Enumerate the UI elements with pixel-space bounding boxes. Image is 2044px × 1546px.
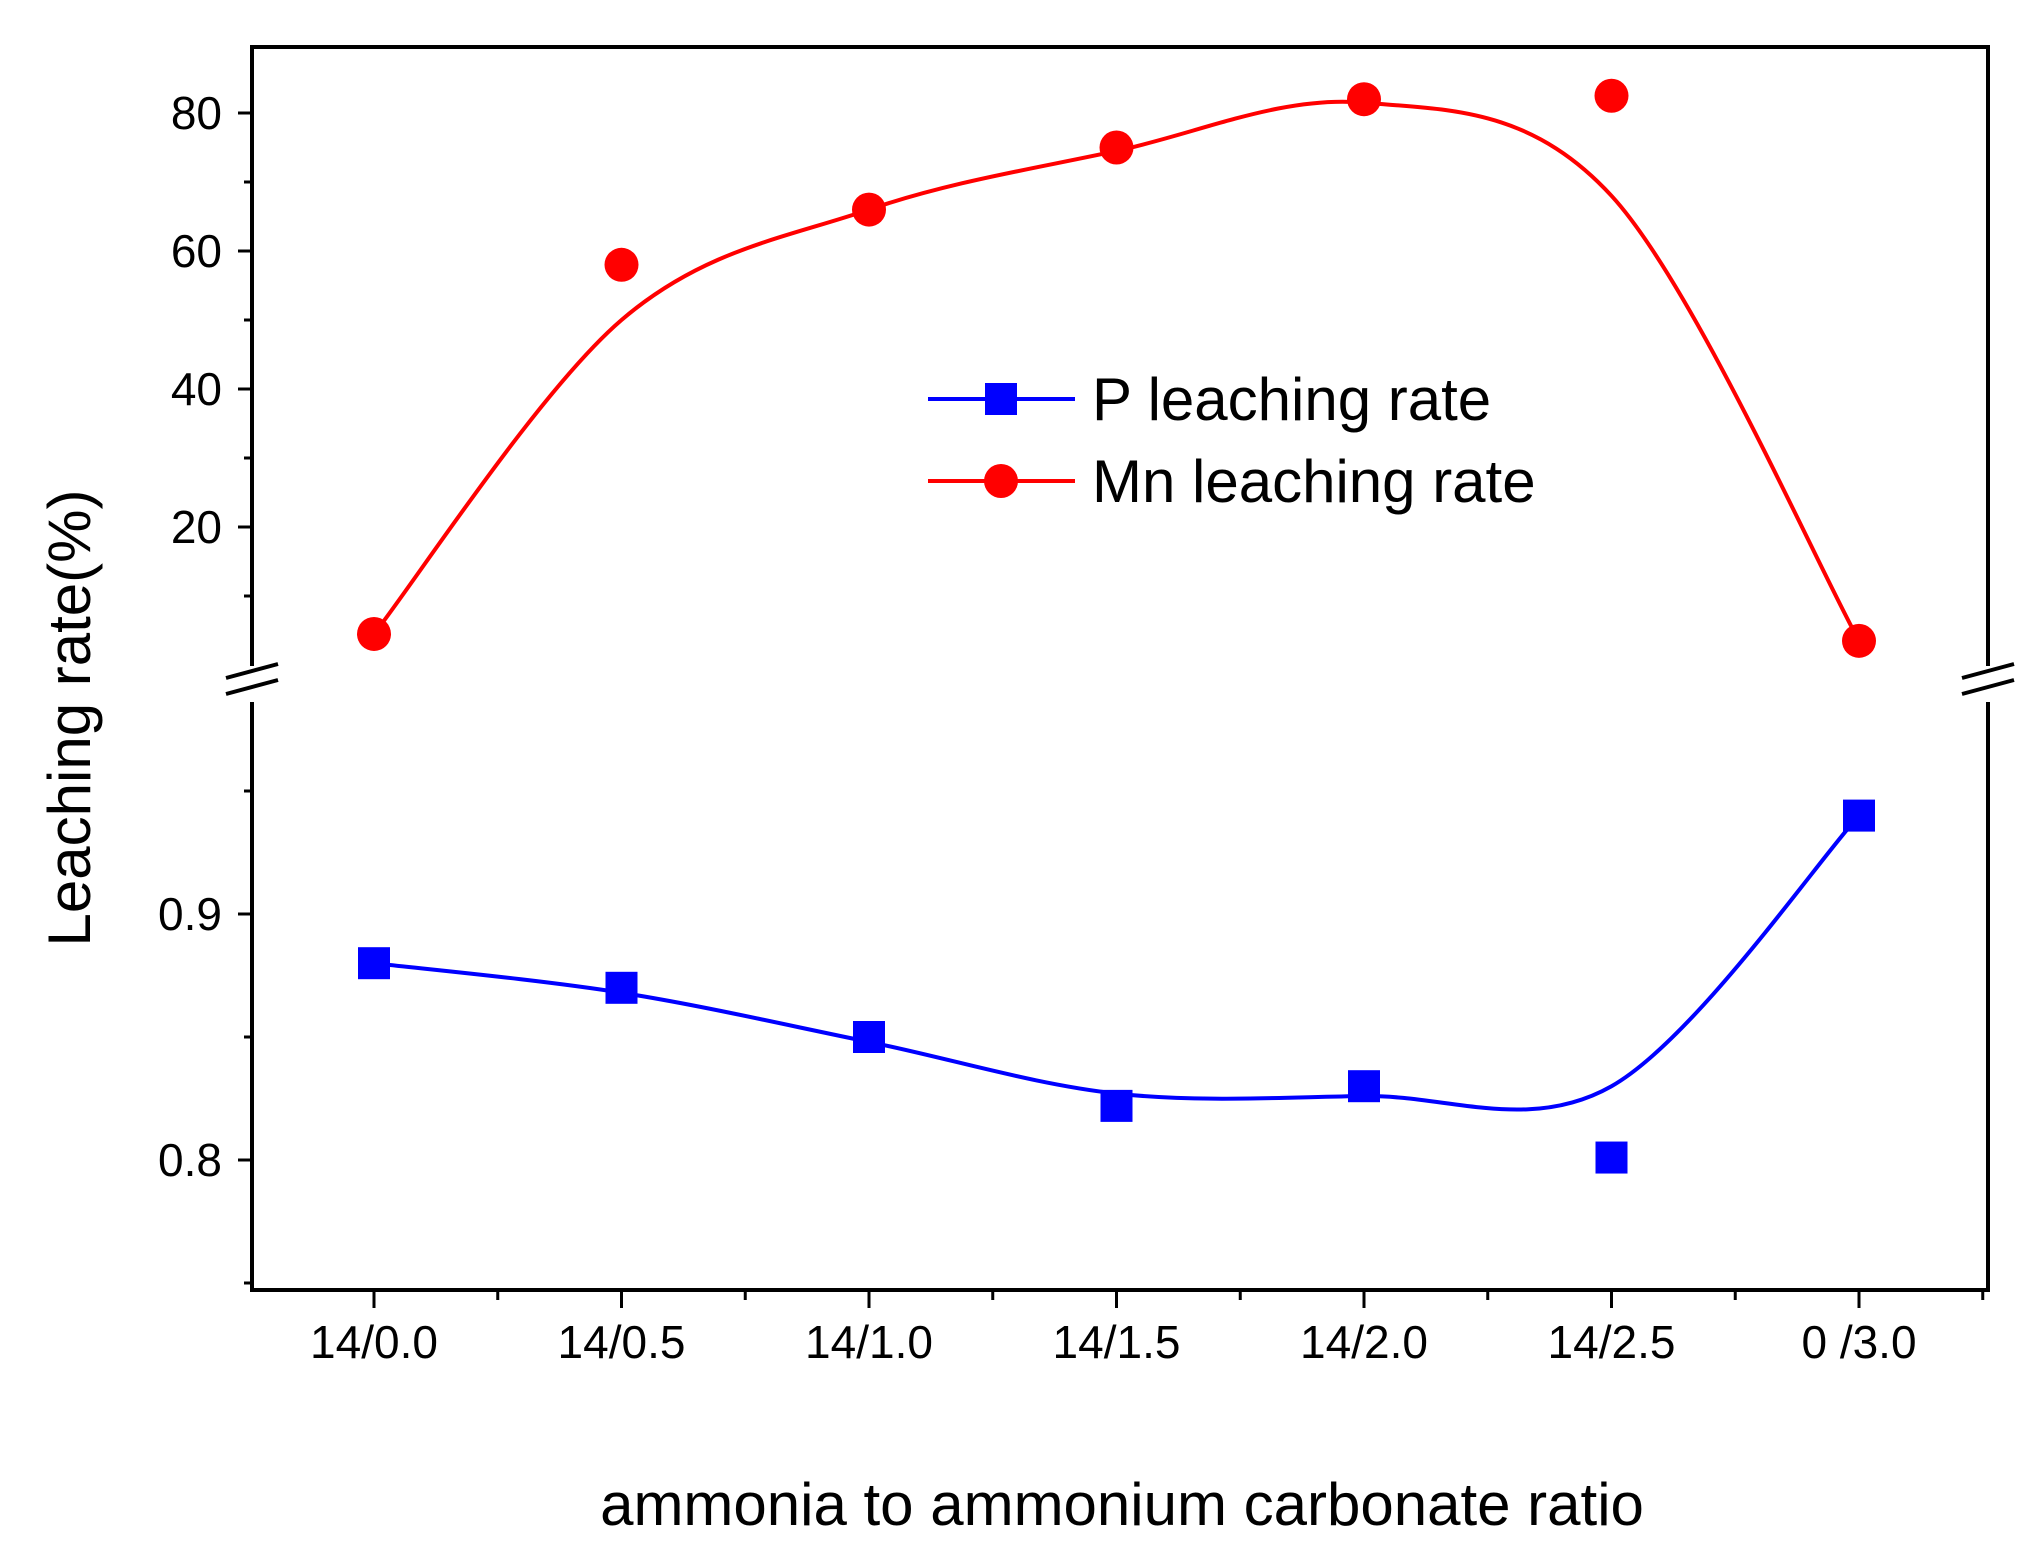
data-point-p xyxy=(1595,1141,1628,1174)
plot-frame xyxy=(250,45,1990,1292)
y-tick-label: 20 xyxy=(171,501,222,553)
y-tick-label: 40 xyxy=(171,363,222,415)
y-tick-label: 0.9 xyxy=(158,888,222,940)
legend-marker-mn xyxy=(984,464,1018,498)
y-tick-label: 60 xyxy=(171,225,222,277)
legend-label-p: P leaching rate xyxy=(1092,366,1491,433)
x-tick-label: 14/1.5 xyxy=(1053,1316,1181,1368)
y-tick-label: 0.8 xyxy=(158,1134,222,1186)
data-point-mn xyxy=(357,616,391,651)
data-point-mn xyxy=(1099,130,1134,165)
y-tick-label: 80 xyxy=(171,87,222,139)
x-tick-label: 0 /3.0 xyxy=(1801,1316,1916,1368)
data-point-p xyxy=(605,971,638,1004)
x-tick-label: 14/2.5 xyxy=(1548,1316,1676,1368)
data-point-mn xyxy=(1347,82,1381,117)
legend-marker-p xyxy=(985,383,1017,415)
series-layer xyxy=(357,78,1876,1174)
data-point-p xyxy=(1348,1070,1380,1103)
x-tick-label: 14/1.0 xyxy=(805,1316,933,1368)
left-axis-break-mark xyxy=(225,662,279,702)
x-tick-label: 14/0.0 xyxy=(310,1316,438,1368)
x-axis-title: ammonia to ammonium carbonate ratio xyxy=(600,1471,1644,1538)
right-axis-break-mark xyxy=(1961,662,2015,702)
data-point-mn xyxy=(1594,78,1629,113)
data-point-mn xyxy=(604,247,639,282)
x-axis-ticks: 14/0.0 14/0.5 14/1.0 14/1.5 14/2.0 14/2.5 0 /3… xyxy=(310,1290,1985,1368)
data-point-mn xyxy=(1842,623,1876,658)
x-tick-label: 14/2.0 xyxy=(1300,1316,1428,1368)
data-point-p xyxy=(1843,799,1875,832)
series-line-p xyxy=(373,814,1861,1112)
data-point-p xyxy=(853,1021,885,1053)
data-point-p xyxy=(358,947,390,980)
x-tick-label: 14/0.5 xyxy=(558,1316,686,1368)
data-point-p xyxy=(1100,1089,1133,1122)
legend: P leaching rate Mn leaching rate xyxy=(928,366,1536,515)
data-point-mn xyxy=(852,192,886,227)
y-axis-title: Leaching rate(%) xyxy=(36,490,103,947)
legend-entry-mn: Mn leaching rate xyxy=(928,448,1536,515)
legend-label-mn: Mn leaching rate xyxy=(1092,448,1536,515)
legend-entry-p: P leaching rate xyxy=(928,366,1491,433)
y-axis-ticks: 20 40 60 80 0.8 0.9 xyxy=(158,87,252,1285)
